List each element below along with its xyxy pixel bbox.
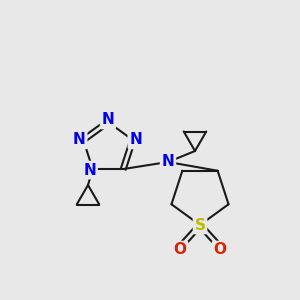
Text: N: N <box>162 154 174 169</box>
Text: O: O <box>214 242 226 257</box>
Text: N: N <box>73 133 85 148</box>
Text: N: N <box>83 163 96 178</box>
Text: S: S <box>194 218 206 232</box>
Text: N: N <box>102 112 114 128</box>
Text: N: N <box>129 133 142 148</box>
Text: O: O <box>173 242 187 257</box>
